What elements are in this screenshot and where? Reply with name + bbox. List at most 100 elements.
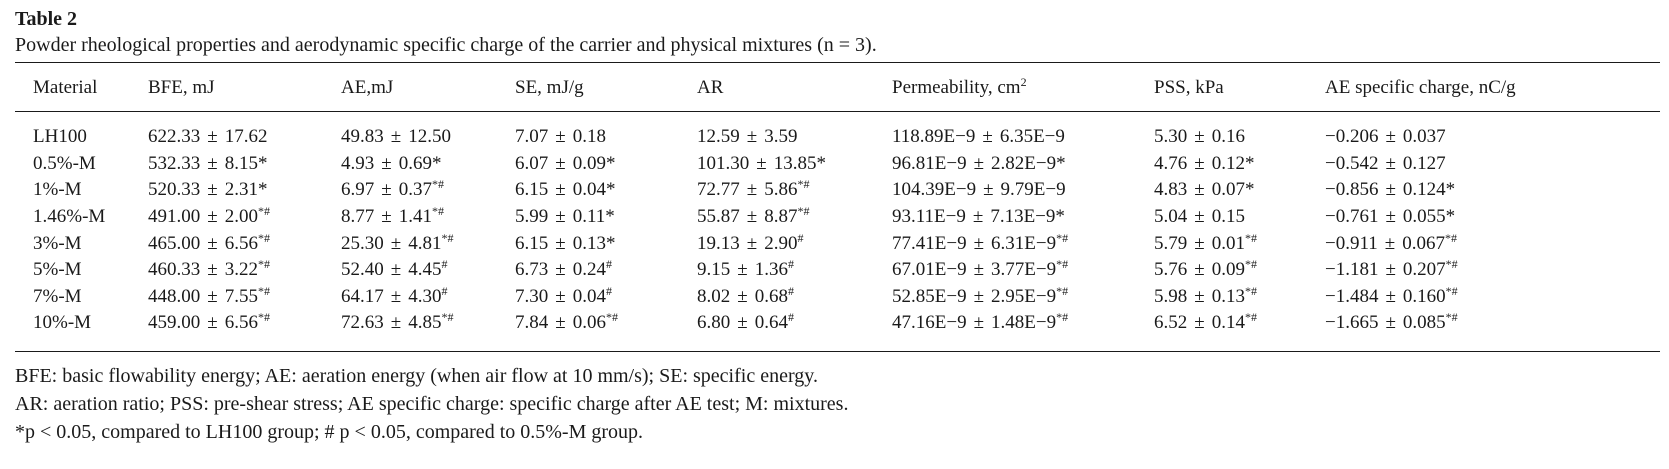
column-header-label: PSS, kPa xyxy=(1154,77,1224,98)
value-cell: 8.77 ±1.41*# xyxy=(341,204,515,231)
sd-value: 5.86 xyxy=(764,179,798,201)
column-header: PSS, kPa xyxy=(1154,63,1325,112)
significance-marker: *# xyxy=(257,257,270,272)
plus-minus-symbol: ± xyxy=(555,312,566,334)
value-cell: −1.665 ±0.085*# xyxy=(1325,310,1660,351)
value-cell: 7.84 ±0.06*# xyxy=(515,310,697,351)
value-cell: 67.01E−9 ±3.77E−9*# xyxy=(892,257,1154,284)
value-cell: 5.99 ±0.11* xyxy=(515,204,697,231)
plus-minus-symbol: ± xyxy=(207,259,218,281)
sd-value: 4.85 xyxy=(408,312,442,334)
sd-value: 0.68 xyxy=(754,285,788,307)
significance-marker: # xyxy=(605,257,612,272)
sd-value: 0.16 xyxy=(1211,126,1245,148)
sd-value: 0.04* xyxy=(572,179,616,201)
significance-marker: # xyxy=(787,257,794,272)
mean-value: 96.81E−9 xyxy=(892,152,967,174)
plus-minus-symbol: ± xyxy=(207,179,218,201)
mean-value: −0.206 xyxy=(1325,126,1379,148)
column-header-label: AR xyxy=(697,77,724,98)
table-label: Table 2 xyxy=(15,8,78,30)
top-rule xyxy=(15,62,1660,63)
sd-value: 6.56 xyxy=(224,232,258,254)
significance-marker: *# xyxy=(605,310,618,325)
value-cell: 49.83 ±12.50 xyxy=(341,112,515,151)
significance-marker: *# xyxy=(1244,257,1257,272)
sd-value: 0.06 xyxy=(572,312,606,334)
table-row: 1%-M 520.33 ±2.31* 6.97 ±0.37*# 6.15 ±0.04* 72.… xyxy=(15,177,1660,204)
plus-minus-symbol: ± xyxy=(1194,152,1205,174)
plus-minus-symbol: ± xyxy=(972,206,984,228)
sd-value: 0.14 xyxy=(1211,312,1245,334)
value-cell: 72.63 ±4.85*# xyxy=(341,310,515,351)
value-cell: 8.02 ±0.68# xyxy=(697,284,892,311)
mean-value: 104.39E−9 xyxy=(892,179,977,201)
mean-value: 5.04 xyxy=(1154,206,1188,228)
value-cell: 6.97 ±0.37*# xyxy=(341,177,515,204)
mean-value: −0.911 xyxy=(1325,232,1378,254)
value-cell: 520.33 ±2.31* xyxy=(148,177,341,204)
mean-value: 7.30 xyxy=(515,285,549,307)
sd-value: 4.45 xyxy=(408,259,442,281)
sd-value: 0.37 xyxy=(398,179,432,201)
sd-value: 3.77E−9 xyxy=(991,259,1057,281)
significance-marker: *# xyxy=(257,230,270,245)
value-cell: 7.30 ±0.04# xyxy=(515,284,697,311)
mean-value: 55.87 xyxy=(697,206,740,228)
mean-value: 118.89E−9 xyxy=(892,126,976,148)
plus-minus-symbol: ± xyxy=(207,312,218,334)
sd-value: 2.00 xyxy=(224,206,258,228)
sd-value: 3.59 xyxy=(764,126,798,148)
value-cell: 12.59 ±3.59 xyxy=(697,112,892,151)
plus-minus-symbol: ± xyxy=(555,259,566,281)
value-cell: 72.77 ±5.86*# xyxy=(697,177,892,204)
material-cell: 10%-M xyxy=(33,312,92,334)
plus-minus-symbol: ± xyxy=(555,206,566,228)
mean-value: 4.76 xyxy=(1154,152,1188,174)
significance-marker: # xyxy=(441,283,448,298)
mean-value: −1.484 xyxy=(1325,285,1379,307)
material-cell: 7%-M xyxy=(33,285,82,307)
value-cell: 104.39E−9 ±9.79E−9 xyxy=(892,177,1154,204)
significance-marker: # xyxy=(787,310,794,325)
column-header: AE,mJ xyxy=(341,63,515,112)
significance-marker: *# xyxy=(1444,230,1457,245)
plus-minus-symbol: ± xyxy=(746,179,758,201)
sd-value: 8.15* xyxy=(224,152,268,174)
value-cell: 93.11E−9 ±7.13E−9* xyxy=(892,204,1154,231)
value-cell: −1.484 ±0.160*# xyxy=(1325,284,1660,311)
mean-value: 6.97 xyxy=(341,179,375,201)
value-cell: −0.542 ±0.127 xyxy=(1325,151,1660,178)
value-cell: −0.761 ±0.055* xyxy=(1325,204,1660,231)
plus-minus-symbol: ± xyxy=(207,206,218,228)
sd-value: 2.82E−9* xyxy=(991,152,1066,174)
significance-marker: *# xyxy=(441,230,454,245)
table-caption: Powder rheological properties and aerody… xyxy=(15,34,877,56)
plus-minus-symbol: ± xyxy=(381,179,392,201)
plus-minus-symbol: ± xyxy=(1194,312,1205,334)
value-cell: 6.52 ±0.14*# xyxy=(1154,310,1325,351)
sd-value: 0.124* xyxy=(1402,179,1456,201)
plus-minus-symbol: ± xyxy=(390,232,402,254)
sd-value: 0.207 xyxy=(1402,259,1446,281)
sd-value: 0.04 xyxy=(572,285,606,307)
significance-marker: # xyxy=(441,257,448,272)
value-cell: 9.15 ±1.36# xyxy=(697,257,892,284)
mean-value: 52.40 xyxy=(341,259,384,281)
sd-value: 8.87 xyxy=(764,206,798,228)
sd-value: 4.30 xyxy=(408,285,442,307)
mean-value: 6.80 xyxy=(697,312,731,334)
column-header: BFE, mJ xyxy=(148,63,341,112)
value-cell: 101.30 ±13.85* xyxy=(697,151,892,178)
plus-minus-symbol: ± xyxy=(973,312,985,334)
significance-marker: # xyxy=(787,283,794,298)
significance-marker: *# xyxy=(1056,283,1069,298)
significance-marker: *# xyxy=(257,283,270,298)
material-cell: 3%-M xyxy=(33,232,82,254)
significance-marker: *# xyxy=(1056,257,1069,272)
column-header-label: BFE, mJ xyxy=(148,77,215,98)
table-row: 0.5%-M 532.33 ±8.15* 4.93 ±0.69* 6.07 ±0.09* 10… xyxy=(15,151,1660,178)
sd-value: 6.56 xyxy=(224,312,258,334)
plus-minus-symbol: ± xyxy=(1385,126,1396,148)
mean-value: 6.52 xyxy=(1154,312,1188,334)
